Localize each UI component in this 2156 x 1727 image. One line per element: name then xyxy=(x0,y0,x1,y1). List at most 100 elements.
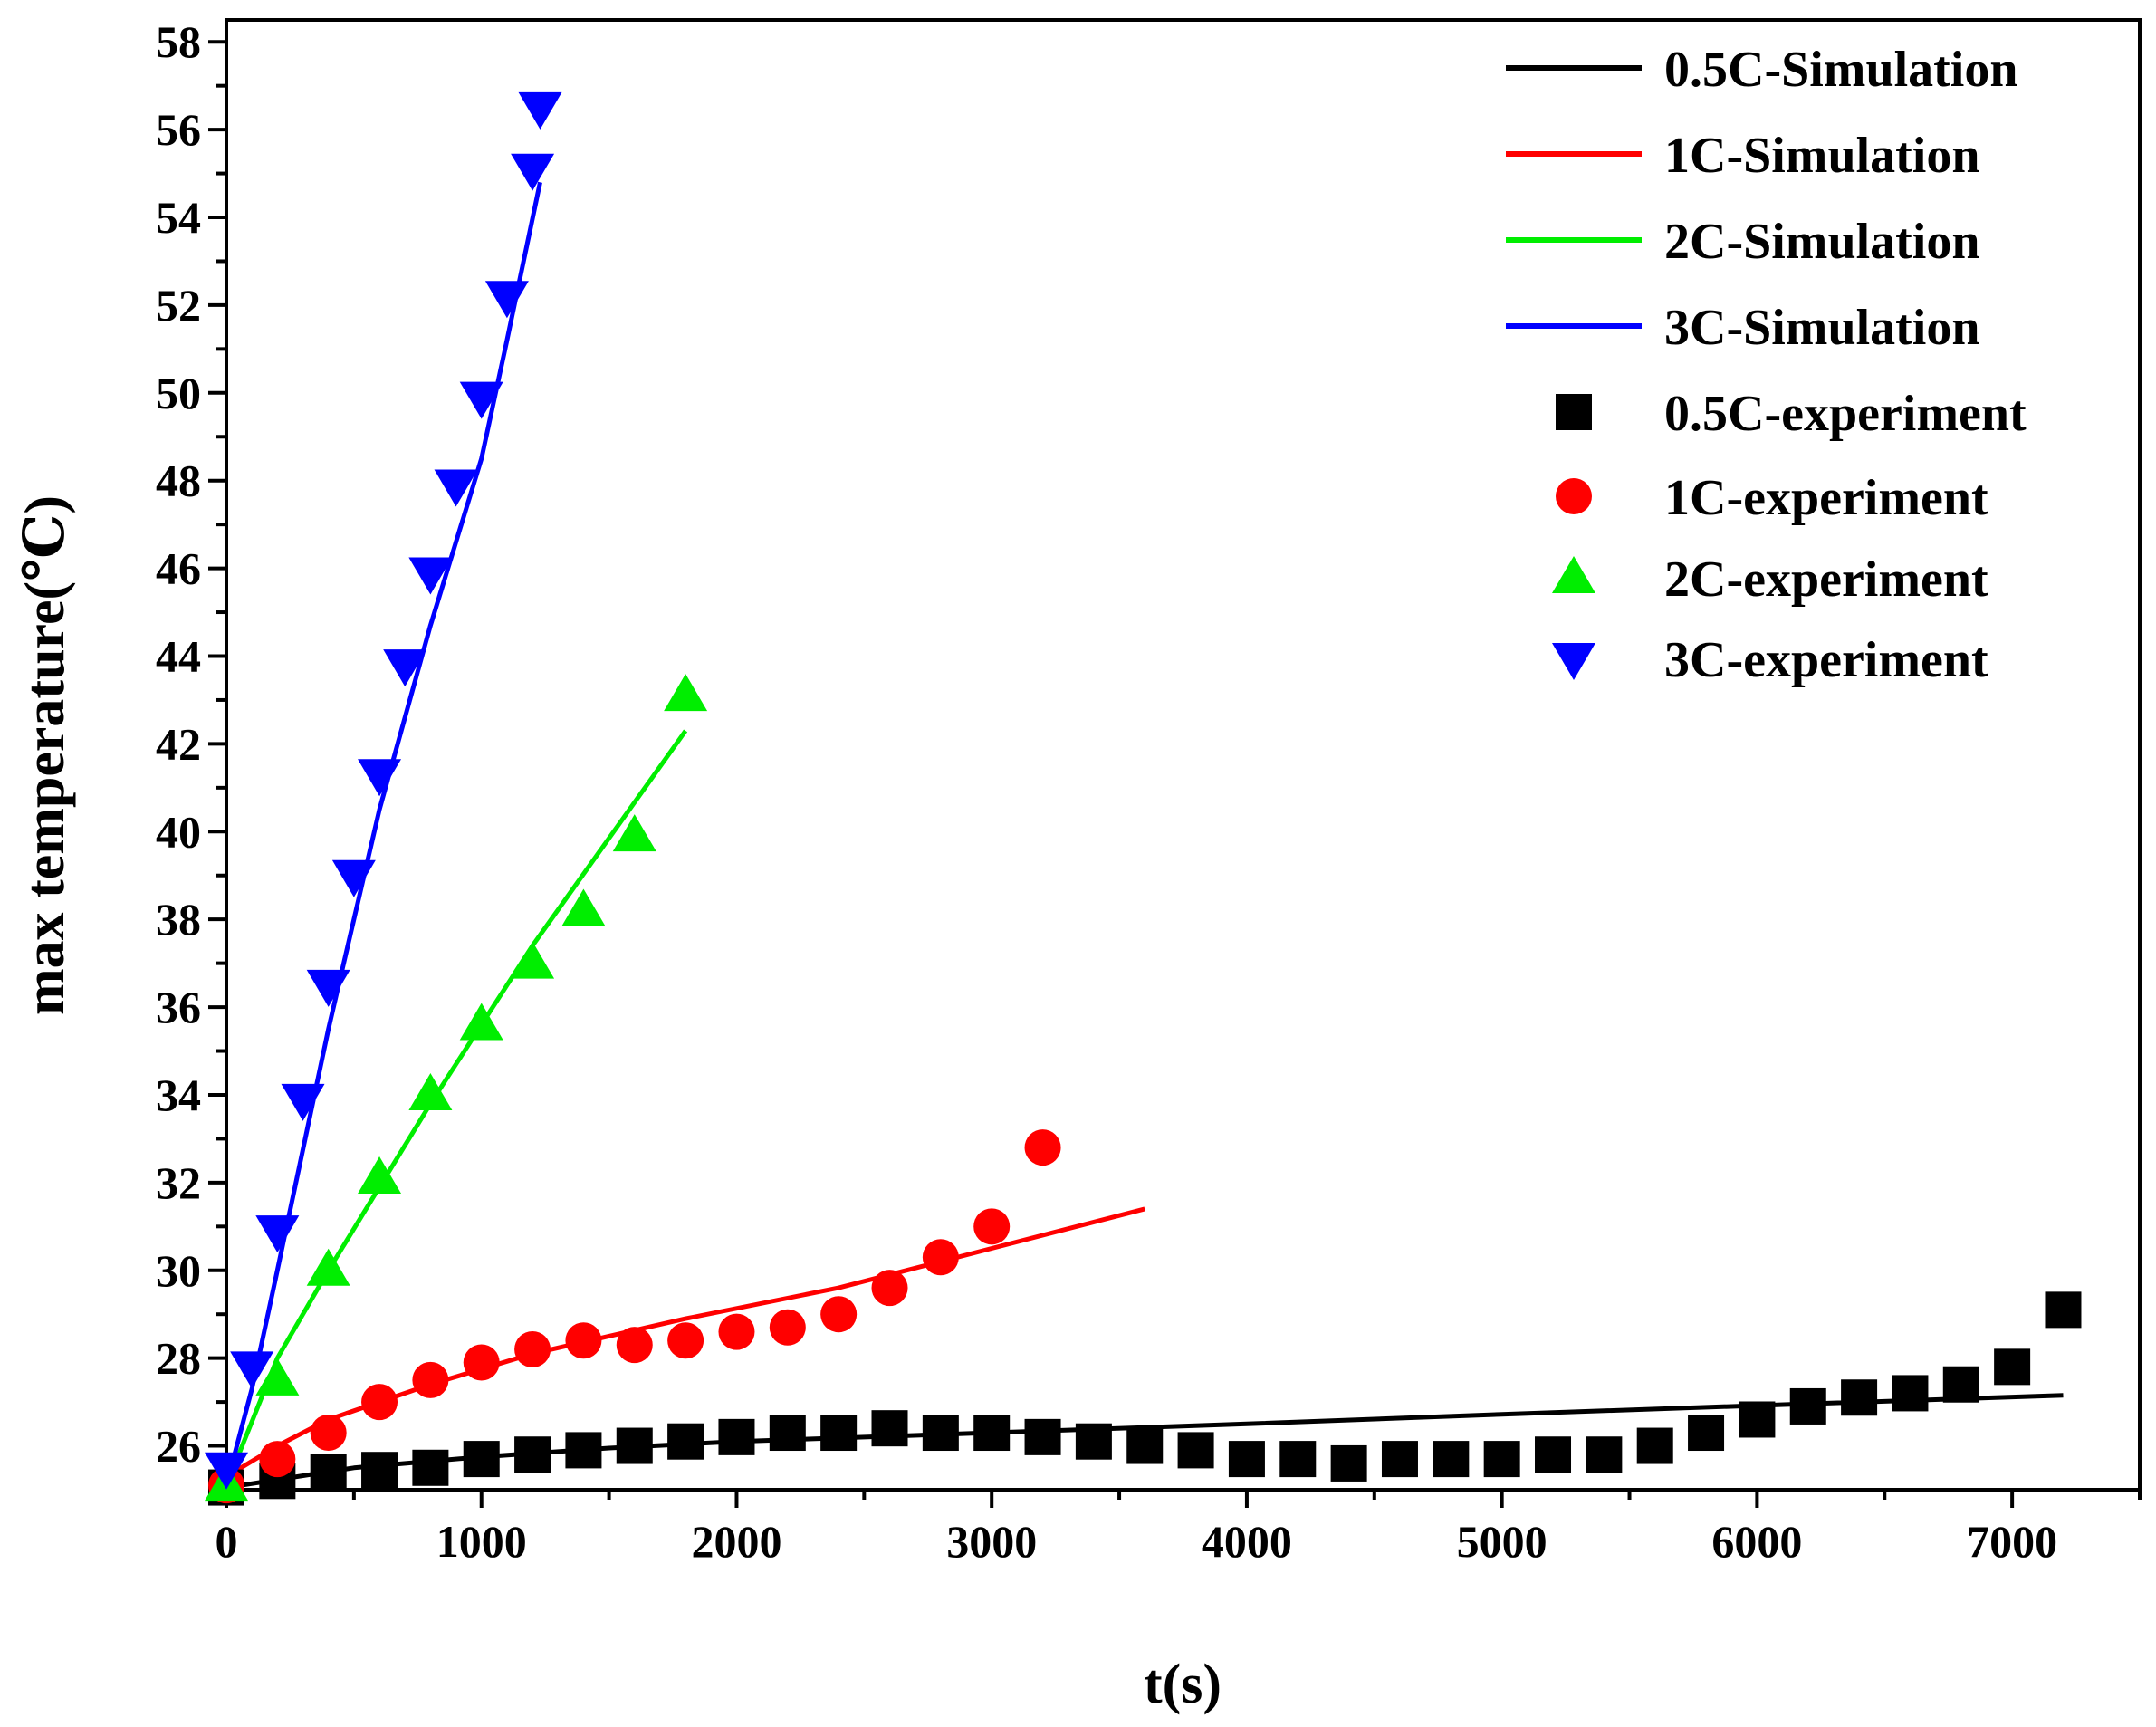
legend-swatch xyxy=(1556,478,1592,514)
point-2c-experiment xyxy=(358,1156,402,1195)
plot-frame xyxy=(225,18,2142,1492)
x-axis: 0 1000 2000 3000 4000 5000 6000 7000 xyxy=(216,1490,2142,1567)
legend-swatch xyxy=(1552,643,1595,680)
point-2c-experiment xyxy=(306,1248,350,1286)
point-3c-experiment xyxy=(518,91,562,130)
y-axis: 26 28 30 32 34 36 38 40 42 44 46 48 50 52 54 56 58 xyxy=(156,16,226,1492)
point-0-5c-experiment xyxy=(718,1418,755,1455)
y-tick-label: 38 xyxy=(156,894,201,945)
point-3c-experiment xyxy=(230,1351,274,1389)
y-tick-label: 50 xyxy=(156,368,201,418)
legend-swatch xyxy=(1556,394,1592,430)
point-0-5c-experiment xyxy=(922,1415,959,1452)
legend-label: 3C-experiment xyxy=(1664,632,1988,688)
series-2c-simulation xyxy=(224,729,688,1487)
legend-label: 2C-experiment xyxy=(1664,552,1988,608)
point-3c-experiment xyxy=(383,649,427,687)
point-3c-experiment xyxy=(484,281,529,319)
legend-label: 0.5C-Simulation xyxy=(1664,42,2018,98)
point-2c-experiment xyxy=(664,674,708,712)
point-0-5c-experiment xyxy=(1535,1436,1572,1473)
legend-swatch xyxy=(1552,556,1595,593)
x-tick-label: 7000 xyxy=(1967,1516,2057,1567)
point-3c-experiment xyxy=(205,1452,248,1490)
y-tick-label: 56 xyxy=(156,104,201,155)
legend-label: 3C-Simulation xyxy=(1664,300,1980,356)
y-tick-label: 32 xyxy=(156,1157,201,1208)
point-1c-experiment xyxy=(1024,1129,1061,1166)
point-1c-experiment xyxy=(463,1344,500,1381)
legend-label: 1C-Simulation xyxy=(1664,128,1980,184)
point-0-5c-experiment xyxy=(412,1449,449,1486)
point-0-5c-experiment xyxy=(616,1427,653,1464)
point-0-5c-experiment xyxy=(1994,1348,2031,1386)
point-0-5c-experiment xyxy=(1841,1379,1878,1416)
point-1c-experiment xyxy=(310,1415,347,1452)
y-tick-label: 40 xyxy=(156,806,201,857)
point-0-5c-experiment xyxy=(463,1441,500,1478)
point-0-5c-experiment xyxy=(1381,1441,1418,1478)
point-0-5c-experiment xyxy=(1228,1441,1265,1478)
point-3c-experiment xyxy=(331,859,376,897)
series-0-5c-experiment xyxy=(208,1291,2082,1506)
point-1c-experiment xyxy=(922,1239,959,1276)
series-1c-experiment xyxy=(208,1129,1061,1504)
point-1c-experiment xyxy=(820,1296,858,1333)
legend-item: 3C-Simulation xyxy=(1506,300,1980,356)
point-2c-experiment xyxy=(459,1003,503,1041)
point-1c-experiment xyxy=(361,1384,398,1421)
x-tick-label: 4000 xyxy=(1202,1516,1292,1567)
point-0-5c-experiment xyxy=(565,1432,602,1469)
point-3c-experiment xyxy=(408,557,453,595)
y-tick-label: 30 xyxy=(156,1245,201,1296)
point-2c-experiment xyxy=(612,814,656,852)
legend-label: 0.5C-experiment xyxy=(1664,386,2027,442)
legend-label: 1C-experiment xyxy=(1664,470,1988,526)
point-0-5c-experiment xyxy=(1433,1441,1470,1478)
legend-item: 2C-experiment xyxy=(1552,552,1988,608)
y-tick-label: 44 xyxy=(156,630,201,681)
point-0-5c-experiment xyxy=(871,1410,908,1447)
legend-item: 1C-experiment xyxy=(1556,470,1988,526)
series-3c-simulation xyxy=(224,181,542,1486)
y-axis-title: max temperature(℃) xyxy=(14,495,76,1015)
point-0-5c-experiment xyxy=(361,1452,398,1489)
legend-item: 3C-experiment xyxy=(1552,632,1988,688)
point-0-5c-experiment xyxy=(2045,1291,2082,1329)
point-3c-experiment xyxy=(306,969,350,1007)
x-tick-label: 3000 xyxy=(946,1516,1037,1567)
point-1c-experiment xyxy=(259,1441,296,1478)
y-tick-label: 34 xyxy=(156,1070,201,1120)
point-2c-experiment xyxy=(561,888,606,926)
point-3c-experiment xyxy=(434,469,478,507)
point-0-5c-experiment xyxy=(1636,1427,1673,1464)
point-0-5c-experiment xyxy=(1739,1401,1776,1438)
y-tick-label: 26 xyxy=(156,1421,201,1472)
point-3c-experiment xyxy=(255,1215,300,1253)
point-0-5c-experiment xyxy=(514,1436,551,1473)
x-tick-label: 1000 xyxy=(436,1516,527,1567)
point-1c-experiment xyxy=(616,1327,653,1364)
x-tick-label: 5000 xyxy=(1457,1516,1548,1567)
point-0-5c-experiment xyxy=(1483,1441,1520,1478)
point-2c-experiment xyxy=(511,941,555,979)
point-0-5c-experiment xyxy=(1892,1375,1929,1412)
point-1c-experiment xyxy=(973,1208,1011,1245)
point-0-5c-experiment xyxy=(1789,1387,1826,1425)
y-tick-label: 42 xyxy=(156,718,201,769)
point-1c-experiment xyxy=(718,1313,755,1350)
point-3c-experiment xyxy=(281,1083,325,1121)
point-0-5c-experiment xyxy=(1126,1427,1164,1464)
point-2c-experiment xyxy=(408,1072,453,1110)
point-0-5c-experiment xyxy=(1330,1444,1367,1482)
point-0-5c-experiment xyxy=(667,1423,704,1460)
point-0-5c-experiment xyxy=(820,1415,858,1452)
series-3c-experiment xyxy=(205,91,562,1490)
x-tick-label: 0 xyxy=(216,1516,238,1567)
point-0-5c-experiment xyxy=(769,1415,806,1452)
x-tick-label: 6000 xyxy=(1711,1516,1802,1567)
plot-area xyxy=(205,91,2082,1506)
point-1c-experiment xyxy=(871,1270,908,1307)
point-0-5c-experiment xyxy=(310,1454,347,1491)
